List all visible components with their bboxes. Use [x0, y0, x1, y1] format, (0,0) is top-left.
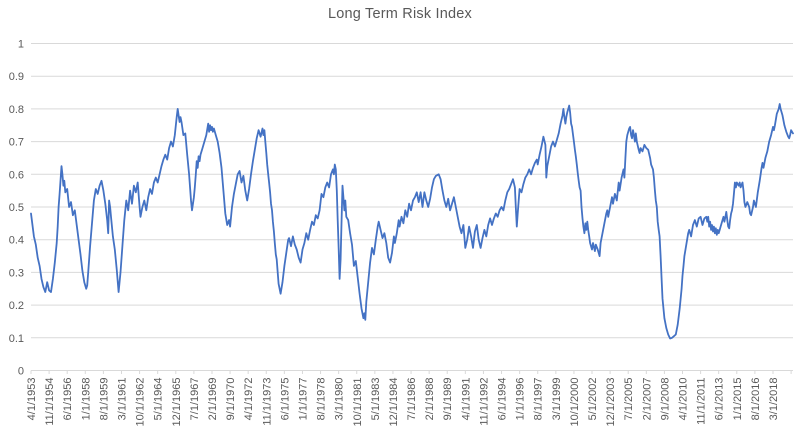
x-axis-tick-label: 12/1/1965: [171, 378, 183, 427]
y-axis-tick-label: 0.5: [9, 202, 24, 214]
x-axis-tick-label: 6/1/1956: [62, 378, 74, 421]
x-axis-tick-label: 11/1/1973: [261, 378, 273, 426]
x-axis-tick-label: 5/1/1964: [153, 378, 165, 421]
y-axis-tick-label: 0.4: [9, 235, 24, 247]
y-axis-tick-label: 1: [18, 39, 24, 51]
risk-index-series-line: [30, 103, 794, 340]
x-axis-tick-label: 12/1/1984: [388, 378, 400, 427]
x-axis-tick-label: 8/1/1959: [98, 378, 110, 421]
x-axis-tick-label: 10/1/2000: [569, 378, 581, 427]
x-axis-tick-label: 12/1/2003: [605, 378, 617, 427]
x-axis-tick-label: 1/1/1996: [515, 378, 527, 421]
x-axis-tick-label: 1/1/1977: [297, 378, 309, 421]
x-axis-tick-label: 3/1/2018: [768, 378, 780, 421]
y-axis-tick-label: 0.3: [9, 267, 24, 279]
x-axis-tick-label: 9/1/1970: [225, 378, 237, 421]
x-axis-tick-label: 6/1/2013: [714, 378, 726, 421]
x-axis-tick-label: 3/1/1961: [116, 378, 128, 421]
x-axis-tick-label: 3/1/1980: [334, 378, 346, 421]
chart-title: Long Term Risk Index: [328, 6, 472, 22]
x-axis-tick-label: 4/1/1972: [243, 378, 255, 421]
x-axis-tick-label: 8/1/1978: [316, 378, 328, 421]
x-axis-tick-label: 5/1/2002: [587, 378, 599, 421]
y-axis-tick-label: 0.8: [9, 104, 24, 116]
x-axis-tick-label: 11/1/2011: [696, 378, 708, 425]
x-axis-tick-label: 10/1/1962: [135, 378, 147, 427]
x-axis-tick-label: 11/1/1954: [44, 378, 56, 426]
y-axis-tick-label: 0.6: [9, 169, 24, 181]
x-axis-tick-label: 1/1/1958: [80, 378, 92, 421]
x-axis-tick-label: 6/1/1994: [497, 378, 509, 421]
x-axis-tick-label: 6/1/1975: [279, 378, 291, 421]
x-axis-tick-label: 5/1/1983: [370, 378, 382, 421]
x-axis-tick-label: 9/1/2008: [659, 378, 671, 421]
x-axis-tick-label: 4/1/1991: [460, 377, 472, 420]
x-axis-tick-label: 11/1/1992: [478, 378, 490, 426]
y-axis-tick-label: 0.9: [9, 71, 24, 83]
x-axis-tick-label: 7/1/1986: [406, 378, 418, 421]
x-axis-tick-label: 3/1/1999: [551, 378, 563, 421]
x-axis-tick-label: 8/1/2016: [750, 378, 762, 421]
x-axis-tick-label: 4/1/1953: [26, 378, 38, 421]
x-axis-tick-label: 8/1/1997: [533, 378, 545, 421]
y-axis-tick-label: 0.2: [9, 300, 24, 312]
x-axis-tick-label: 4/1/2010: [678, 378, 690, 421]
x-axis-tick-label: 2/1/1988: [424, 378, 436, 421]
x-axis-tick-label: 10/1/1981: [352, 378, 364, 427]
x-axis-tick-label: 7/1/1967: [189, 378, 201, 421]
x-axis-tick-label: 1/1/2015: [732, 378, 744, 421]
y-axis-tick-label: 0: [18, 366, 24, 378]
x-axis-tick-label: 2/1/2007: [641, 378, 653, 421]
x-axis-tick-label: 9/1/1989: [442, 378, 454, 421]
x-axis-tick-label: 7/1/2005: [623, 378, 635, 421]
x-axis-tick-label: 2/1/1969: [207, 378, 219, 421]
y-axis-tick-label: 0.7: [9, 137, 24, 149]
y-axis-tick-label: 0.1: [9, 333, 24, 345]
